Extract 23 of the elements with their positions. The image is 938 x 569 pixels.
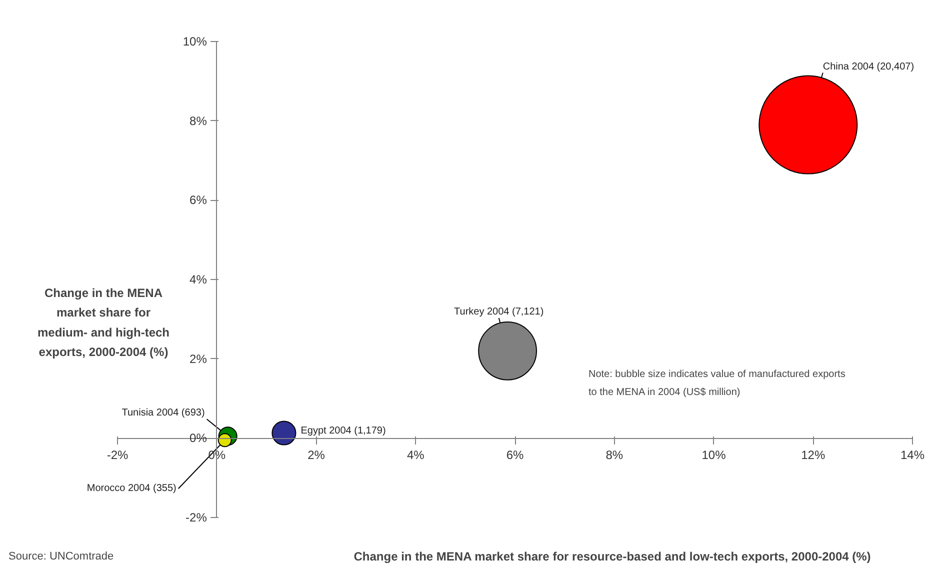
annotation: China 2004 (20,407) bbox=[822, 61, 914, 72]
x-axis-title: Change in the MENA market share for resource-based and low-tech exports, 2000-2004 (%) bbox=[354, 550, 871, 564]
x-tick-label: 8% bbox=[606, 448, 624, 462]
y-axis-title: Change in the MENA market share for medium- and high-tech exports, 2000-2004 (%) bbox=[38, 286, 170, 359]
y-tick-label: 4% bbox=[190, 272, 208, 286]
annotation: Tunisia 2004 (693) bbox=[122, 408, 205, 419]
x-tick-label: -2% bbox=[106, 448, 128, 462]
x-tick-label: 14% bbox=[900, 448, 925, 462]
y-tick-label: -2% bbox=[186, 510, 208, 524]
annotation: Egypt 2004 (1,179) bbox=[300, 426, 386, 437]
annotation: Turkey 2004 (7,121) bbox=[454, 306, 544, 318]
y-tick-label: 10% bbox=[182, 34, 208, 48]
x-tick-label: 2% bbox=[308, 448, 326, 462]
x-tick-label: 6% bbox=[506, 448, 524, 462]
source-note: Source: UNComtrade bbox=[8, 550, 114, 562]
annotation: Morocco 2004 (355) bbox=[86, 483, 176, 494]
x-tick-label: 4% bbox=[406, 448, 425, 462]
annotation: Note: bubble size indicates value of manufactured exports to the MENA in 2004 (US$ million) bbox=[588, 369, 846, 398]
y-tick-label: 6% bbox=[190, 193, 208, 208]
x-tick-label: 12% bbox=[801, 448, 826, 462]
y-tick-label: 2% bbox=[190, 352, 208, 366]
x-tick-label: 10% bbox=[702, 448, 726, 462]
y-tick-label: 8% bbox=[190, 114, 208, 128]
